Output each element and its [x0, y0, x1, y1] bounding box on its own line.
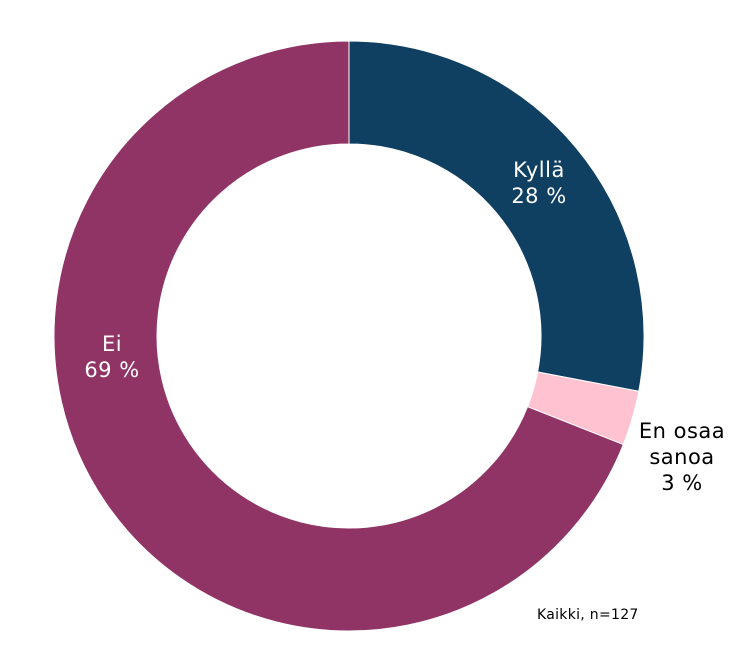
slice-label-0: Kyllä 28 %: [511, 158, 566, 208]
slice-kyllä: [348, 40, 645, 392]
slice-label-line: sanoa: [649, 445, 714, 469]
slice-label-line: 69 %: [84, 358, 139, 382]
slices-layer: [53, 40, 645, 632]
slice-label-line: Kyllä: [513, 158, 565, 182]
slice-label-1: En osaa sanoa 3 %: [639, 419, 725, 495]
slice-ei: [53, 40, 624, 632]
labels-layer: Kyllä 28 % En osaa sanoa 3 % Ei 69 %: [84, 158, 725, 495]
slice-label-line: En osaa: [639, 419, 725, 443]
slice-label-line: 28 %: [511, 184, 566, 208]
slice-label-line: 3 %: [661, 471, 703, 495]
sample-size-footnote: Kaikki, n=127: [537, 607, 639, 623]
slice-label-2: Ei 69 %: [84, 332, 139, 382]
slice-label-line: Ei: [102, 332, 122, 356]
